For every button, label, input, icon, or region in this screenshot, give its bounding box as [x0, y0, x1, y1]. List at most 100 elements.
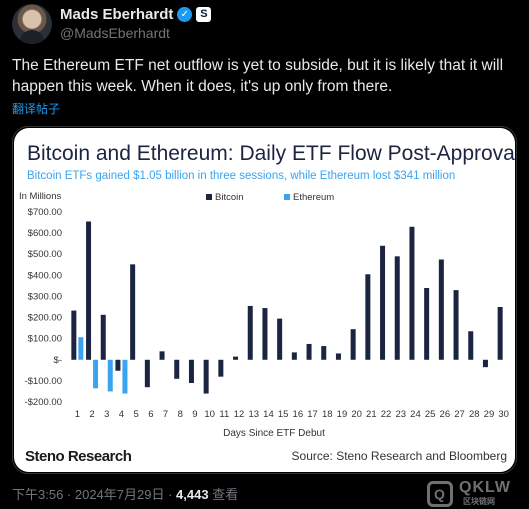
- bar-ethereum: [78, 337, 84, 360]
- watermark-text: QKLW: [459, 479, 511, 496]
- bar-bitcoin: [394, 256, 400, 360]
- author-name[interactable]: Mads Eberhardt: [60, 6, 174, 23]
- x-tick-label: 14: [263, 409, 274, 420]
- author-handle[interactable]: @MadsEberhardt: [60, 25, 170, 41]
- x-tick-label: 28: [469, 409, 480, 420]
- chart-image[interactable]: Bitcoin and Ethereum: Daily ETF Flow Pos…: [12, 126, 517, 474]
- bar-bitcoin: [468, 331, 474, 360]
- x-tick-label: 10: [204, 409, 215, 420]
- bars-group: [71, 221, 503, 394]
- bar-bitcoin: [71, 310, 77, 360]
- bar-bitcoin: [115, 359, 121, 371]
- watermark-subtext: 区块链网: [463, 497, 495, 506]
- x-tick-label: 17: [307, 409, 318, 420]
- x-tick-label: 5: [134, 409, 139, 420]
- steno-research-logo: Steno Research: [25, 448, 132, 465]
- bar-bitcoin: [365, 274, 371, 360]
- views-count: 4,443: [176, 487, 209, 502]
- bar-bitcoin: [335, 353, 341, 360]
- tweet-meta: 下午3:56 · 2024年7月29日 · 4,443 查看: [12, 484, 238, 503]
- views-label: 查看: [208, 487, 239, 502]
- x-tick-label: 8: [178, 409, 183, 420]
- legend-label-ethereum: Ethereum: [293, 192, 334, 203]
- chart-title: Bitcoin and Ethereum: Daily ETF Flow Pos…: [27, 142, 515, 165]
- x-tick-label: 20: [351, 409, 362, 420]
- bar-bitcoin: [130, 264, 136, 360]
- bar-bitcoin: [247, 305, 253, 360]
- bar-bitcoin: [100, 314, 106, 360]
- x-tick-label: 3: [104, 409, 109, 420]
- bar-bitcoin: [203, 359, 209, 394]
- bar-bitcoin: [409, 226, 415, 360]
- y-tick-label: $200.00: [28, 313, 62, 324]
- x-tick-label: 21: [366, 409, 377, 420]
- bar-bitcoin: [174, 359, 180, 379]
- chart-canvas: Bitcoin and Ethereum: Daily ETF Flow Pos…: [14, 128, 515, 472]
- x-tick-label: 16: [293, 409, 304, 420]
- bar-bitcoin: [159, 351, 165, 360]
- y-tick-label: $600.00: [28, 228, 62, 239]
- y-tick-label: -$200.00: [24, 397, 62, 408]
- bar-bitcoin: [262, 308, 268, 360]
- translate-post-link[interactable]: 翻译帖子: [12, 102, 61, 116]
- x-tick-label: 2: [89, 409, 94, 420]
- x-tick-label: 23: [395, 409, 406, 420]
- x-tick-label: 15: [278, 409, 289, 420]
- legend-swatch-bitcoin: [206, 194, 212, 200]
- legend-swatch-ethereum: [284, 194, 290, 200]
- x-axis-label: Days Since ETF Debut: [223, 428, 325, 439]
- x-tick-label: 13: [248, 409, 259, 420]
- x-tick-label: 29: [484, 409, 495, 420]
- x-tick-label: 22: [381, 409, 392, 420]
- tweet-header: Mads Eberhardt ✓ S @MadsEberhardt: [12, 4, 517, 44]
- bar-bitcoin: [86, 221, 92, 360]
- x-tick-label: 11: [219, 409, 229, 420]
- verified-badge-icon[interactable]: ✓: [177, 7, 193, 22]
- y-unit-label: In Millions: [19, 191, 61, 202]
- y-tick-label: $700.00: [28, 207, 62, 218]
- x-tick-label: 27: [454, 409, 465, 420]
- x-tick-label: 7: [163, 409, 168, 420]
- bar-bitcoin: [482, 359, 488, 368]
- bar-bitcoin: [277, 318, 283, 360]
- bar-bitcoin: [321, 346, 327, 360]
- y-tick-label: $500.00: [28, 249, 62, 260]
- bar-bitcoin: [144, 359, 150, 388]
- author-name-row: Mads Eberhardt ✓ S: [60, 6, 212, 23]
- site-watermark: Q QKLW 区块链网: [427, 479, 527, 507]
- bar-bitcoin: [438, 259, 444, 360]
- bar-bitcoin: [218, 359, 224, 377]
- x-tick-label: 26: [440, 409, 451, 420]
- chart-subtitle: Bitcoin ETFs gained $1.05 billion in thr…: [27, 170, 455, 182]
- bar-bitcoin: [453, 290, 459, 360]
- x-axis: 1 2 3 4 5 6 7 8 9 10 11 12 13 14 15 16 17 18 19 20 21 22 23 24 2…: [75, 409, 509, 420]
- x-tick-label: 18: [322, 409, 333, 420]
- x-tick-label: 4: [119, 409, 124, 420]
- y-tick-label: $300.00: [28, 291, 62, 302]
- x-tick-label: 24: [410, 409, 421, 420]
- x-tick-label: 6: [148, 409, 153, 420]
- bar-ethereum: [107, 359, 113, 392]
- x-tick-label: 1: [75, 409, 80, 420]
- bar-bitcoin: [233, 356, 239, 360]
- bar-bitcoin: [306, 343, 312, 360]
- timestamp[interactable]: 下午3:56 · 2024年7月29日 ·: [12, 487, 177, 502]
- y-tick-label: $400.00: [28, 270, 62, 281]
- avatar[interactable]: [12, 4, 52, 44]
- watermark-logo-icon: Q: [427, 481, 453, 507]
- bar-bitcoin: [380, 245, 386, 360]
- y-tick-label: $100.00: [28, 334, 62, 345]
- bar-bitcoin: [424, 288, 430, 360]
- affiliate-badge-icon[interactable]: S: [196, 7, 212, 22]
- bar-bitcoin: [350, 329, 356, 360]
- x-tick-label: 30: [498, 409, 509, 420]
- chart-legend: Bitcoin Ethereum: [206, 192, 334, 203]
- bar-bitcoin: [497, 307, 503, 360]
- tweet-text: The Ethereum ETF net outflow is yet to s…: [12, 57, 504, 95]
- x-tick-label: 9: [192, 409, 197, 420]
- x-tick-label: 19: [337, 409, 348, 420]
- bar-ethereum: [122, 359, 128, 394]
- y-tick-label: -$100.00: [24, 376, 62, 387]
- y-tick-label: $-: [54, 355, 62, 366]
- bar-bitcoin: [291, 352, 297, 360]
